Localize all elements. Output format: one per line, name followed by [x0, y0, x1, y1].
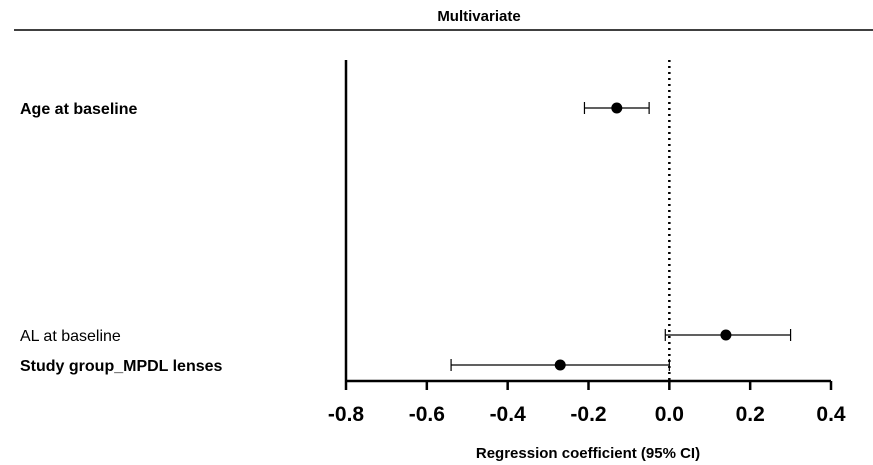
x-tick-label: 0.0	[655, 403, 684, 426]
x-tick-label: -0.4	[490, 403, 527, 426]
forest-row: Study group_MPDL lenses	[20, 358, 670, 375]
x-tick-label: -0.2	[570, 403, 606, 426]
row-label: Age at baseline	[20, 101, 137, 118]
x-tick-label: 0.2	[736, 403, 765, 426]
point-estimate	[554, 359, 566, 371]
point-estimate	[611, 102, 623, 114]
x-axis-ticks: -0.8 -0.6 -0.4 -0.2 0.0 0.2 0.4	[328, 381, 846, 426]
row-label: Study group_MPDL lenses	[20, 358, 223, 375]
chart-title: Multivariate	[437, 8, 520, 25]
forest-row: AL at baseline	[20, 328, 792, 345]
x-tick-label: 0.4	[816, 403, 846, 426]
forest-row: Age at baseline	[20, 101, 650, 118]
x-tick-label: -0.6	[409, 403, 445, 426]
x-tick-label: -0.8	[328, 403, 365, 426]
point-estimate	[720, 329, 732, 341]
plot-rows: Age at baseline AL at baseline Study group…	[20, 101, 792, 375]
row-label: AL at baseline	[20, 328, 121, 345]
x-axis-label: Regression coefficient (95% CI)	[476, 445, 700, 462]
